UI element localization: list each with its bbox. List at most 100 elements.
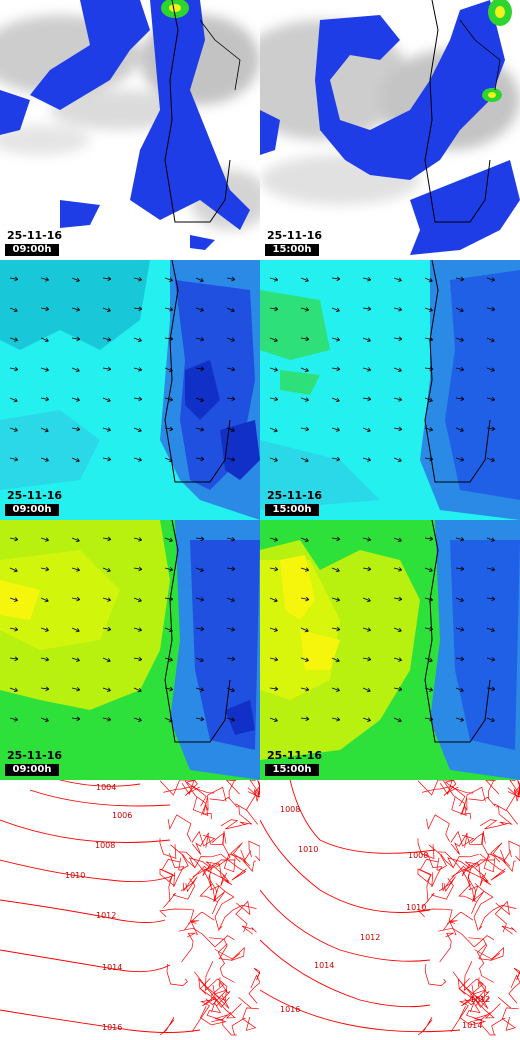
wind-arrow-head (491, 686, 496, 692)
wind-arrow (331, 567, 340, 572)
wind-arrow-head (398, 306, 403, 312)
isobar-line (450, 830, 475, 847)
isobar-line (205, 861, 233, 886)
wind-arrow-head (336, 366, 341, 372)
wind-arrow-head (367, 457, 371, 462)
wind-arrow (133, 717, 142, 721)
wind-arrow (133, 627, 142, 631)
cloud-map-1500: 25-11-16 15:00h (260, 0, 520, 260)
wind-arrow (269, 307, 278, 310)
wind-arrow-head (76, 336, 81, 342)
wind-arrow-head (137, 427, 142, 433)
wind-arrow (486, 597, 495, 600)
wind-arrow (195, 537, 204, 540)
isobar-line (475, 831, 490, 868)
isobar-line (439, 932, 454, 963)
wind-arrow-head (138, 627, 142, 632)
wind-arrow (486, 457, 495, 462)
wind-arrow (195, 567, 204, 572)
wind-arrow (362, 597, 371, 602)
isobar-line (209, 885, 225, 915)
wind-arrow-head (304, 277, 309, 283)
wind-arrow (71, 277, 80, 282)
isobar-line (202, 798, 212, 820)
wind-arrow-head (429, 336, 434, 342)
isobar-line (448, 920, 458, 936)
wind-arrow-head (107, 366, 112, 372)
isobar-label: 1008 (408, 851, 428, 860)
isobar-line (205, 989, 230, 1009)
wind-arrow (195, 427, 204, 431)
wind-arrow-head (367, 656, 372, 662)
cloud-map-1500-stamp: 25-11-16 15:00h (265, 230, 323, 256)
isobar-line (206, 1002, 232, 1021)
wind-arrow (71, 597, 80, 601)
wind-arrow-head (199, 567, 204, 573)
wind-arrow-head (137, 687, 142, 693)
wind-arrow (226, 397, 235, 400)
wind-arrow (331, 457, 340, 461)
wind-arrow-head (460, 536, 465, 542)
wind-arrow-head (230, 427, 235, 433)
isobar-line (471, 984, 501, 1019)
wind-arrow (164, 367, 173, 372)
temperature-map-1500: 25-11-16 15:00h (260, 520, 520, 780)
wind-arrow (455, 457, 464, 461)
wind-arrow (9, 277, 18, 280)
wind-arrow-head (45, 686, 50, 692)
wind-arrow-head (335, 397, 340, 403)
isobar-line (468, 937, 501, 961)
wind-arrow-head (45, 306, 50, 312)
wind-arrow-head (460, 396, 465, 402)
wind-arrow-head (304, 457, 309, 463)
wind-arrow (102, 397, 111, 402)
wind-arrow-head (107, 427, 111, 432)
isobar-line (458, 988, 474, 1007)
isobar-line (215, 831, 231, 868)
wind-arrow-head (230, 597, 235, 603)
wind-arrow-head (367, 627, 371, 632)
wind-arrow (300, 687, 309, 691)
isobar-line (238, 996, 260, 1019)
wind-arrow-head (75, 657, 80, 662)
wind-arrow-head (200, 336, 205, 342)
wind-arrow-head (13, 567, 18, 573)
isobar-line (417, 908, 453, 922)
isobar-line (194, 971, 228, 1002)
wind-arrow (393, 277, 402, 281)
isobar-line (417, 838, 435, 860)
wind-map-0900-graphic (0, 260, 260, 520)
wind-arrow (331, 277, 340, 280)
panel-time: 09:00h (5, 764, 59, 776)
wind-arrow-head (459, 307, 464, 313)
temperature-map-1500-graphic (260, 520, 520, 780)
wind-arrow-head (13, 687, 18, 693)
wind-arrow-head (428, 397, 433, 403)
wind-arrow (164, 457, 173, 462)
wind-arrow (269, 687, 278, 690)
wind-arrow-head (397, 717, 402, 723)
isobar-line (199, 988, 215, 1007)
isobar-line (503, 850, 516, 873)
wind-arrow (102, 367, 111, 370)
wind-arrow (71, 537, 80, 542)
isobar-line (235, 806, 253, 825)
isobar-line (235, 900, 251, 933)
wind-arrow-head (200, 456, 205, 462)
wind-arrow-head (200, 427, 205, 432)
wind-arrow-head (367, 276, 372, 282)
wind-arrow (40, 457, 49, 461)
wind-arrow (40, 627, 49, 631)
isobar-line (220, 853, 247, 881)
isobar-line (495, 806, 513, 825)
wind-arrow (9, 457, 18, 461)
wind-arrow-head (397, 277, 402, 282)
wind-arrow-head (490, 717, 495, 723)
wind-arrow-head (304, 367, 309, 373)
isobar-line (461, 859, 495, 877)
wind-arrow (300, 657, 309, 661)
isobar-line (421, 785, 466, 807)
wind-arrow (133, 597, 142, 602)
isobar-line (494, 900, 510, 933)
wind-arrow-head (273, 597, 278, 603)
